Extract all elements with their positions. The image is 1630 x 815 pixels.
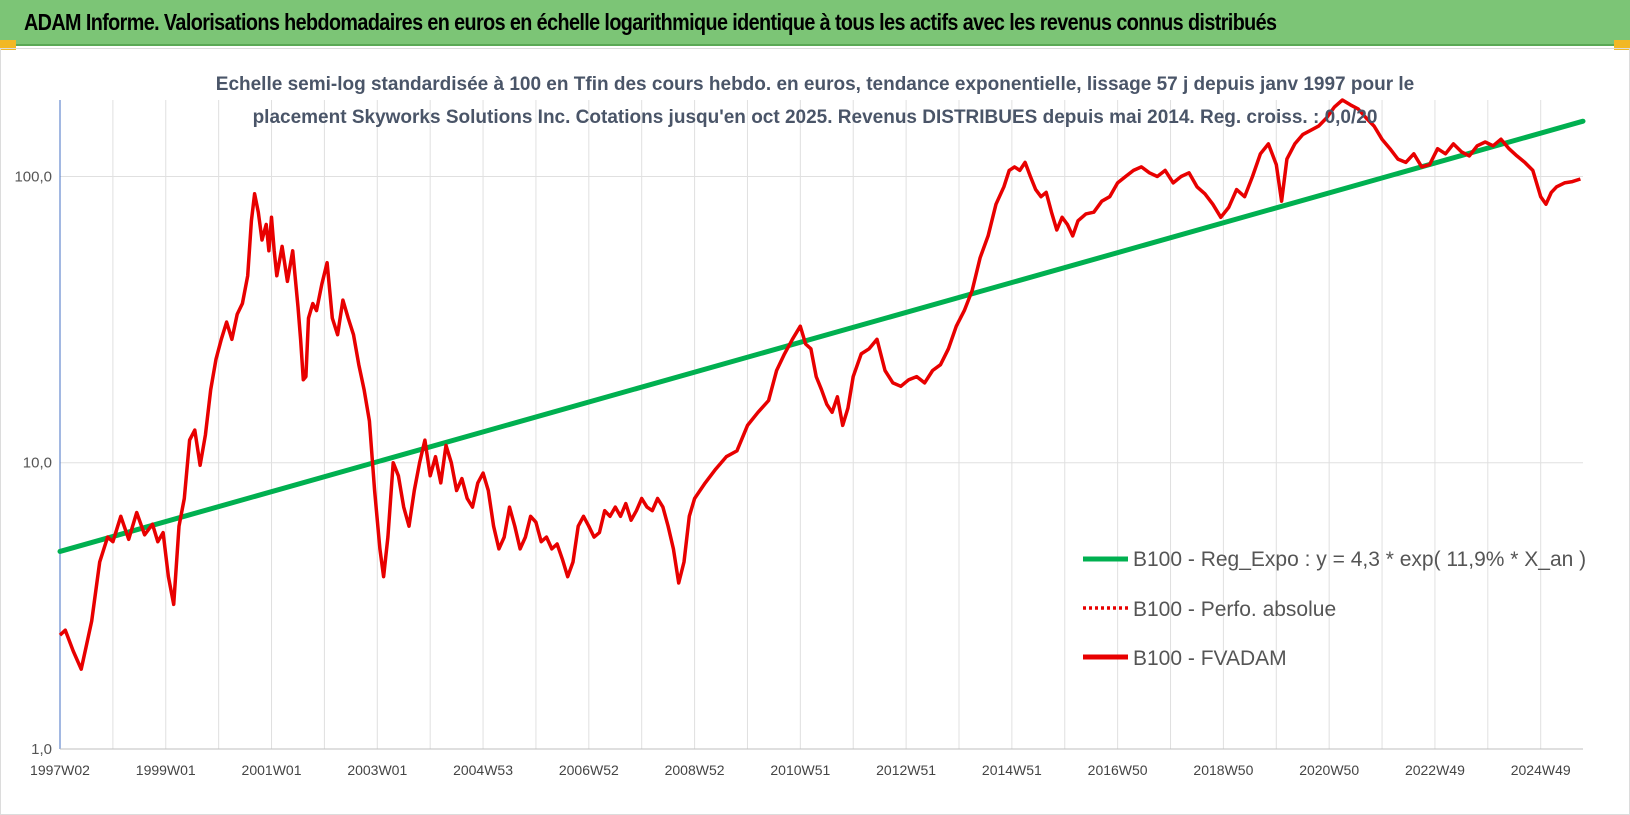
chart-subtitle-line-2: placement Skyworks Solutions Inc. Cotati… — [253, 107, 1378, 128]
x-tick-label: 2014W51 — [982, 762, 1042, 778]
grid-layer — [60, 100, 1583, 750]
x-tick-label: 2004W53 — [453, 762, 513, 778]
corner-marker-top-left — [0, 40, 16, 50]
x-tick-label: 1999W01 — [136, 762, 196, 778]
legend: B100 - Reg_Expo : y = 4,3 * exp( 11,9% *… — [1083, 548, 1586, 670]
x-tick-label: 2018W50 — [1193, 762, 1253, 778]
x-tick-label: 2008W52 — [665, 762, 725, 778]
x-tick-label: 2012W51 — [876, 762, 936, 778]
series-layer — [57, 98, 1586, 671]
series-line-fvadam — [58, 98, 1581, 671]
chart-subtitle-line-1: Echelle semi-log standardisée à 100 en T… — [216, 74, 1414, 95]
axis-layer: 1,0 10,0 100,0 1997W02 1999W01 2001W01 2003W01… — [14, 100, 1583, 778]
x-tick-label: 2016W50 — [1088, 762, 1148, 778]
x-tick-label: 2006W52 — [559, 762, 619, 778]
x-tick-label: 2022W49 — [1405, 762, 1465, 778]
x-tick-label: 2024W49 — [1511, 762, 1571, 778]
x-tick-label: 2003W01 — [347, 762, 407, 778]
page-title: ADAM Informe. Valorisations hebdomadaire… — [24, 9, 1277, 35]
series-line-trend — [57, 118, 1586, 554]
x-tick-label: 2001W01 — [242, 762, 302, 778]
legend-label-trend: B100 - Reg_Expo : y = 4,3 * exp( 11,9% *… — [1133, 548, 1586, 571]
x-tick-label: 1997W02 — [30, 762, 90, 778]
x-tick-label: 2020W50 — [1299, 762, 1359, 778]
corner-marker-top-right — [1614, 40, 1630, 50]
title-banner: ADAM Informe. Valorisations hebdomadaire… — [0, 0, 1630, 46]
legend-label-perf: B100 - Perfo. absolue — [1133, 598, 1336, 621]
x-tick-label: 2010W51 — [770, 762, 830, 778]
legend-label-fvadam: B100 - FVADAM — [1133, 647, 1287, 670]
y-tick-label: 1,0 — [31, 741, 52, 758]
y-tick-label: 100,0 — [14, 168, 52, 185]
y-tick-label: 10,0 — [23, 455, 52, 472]
